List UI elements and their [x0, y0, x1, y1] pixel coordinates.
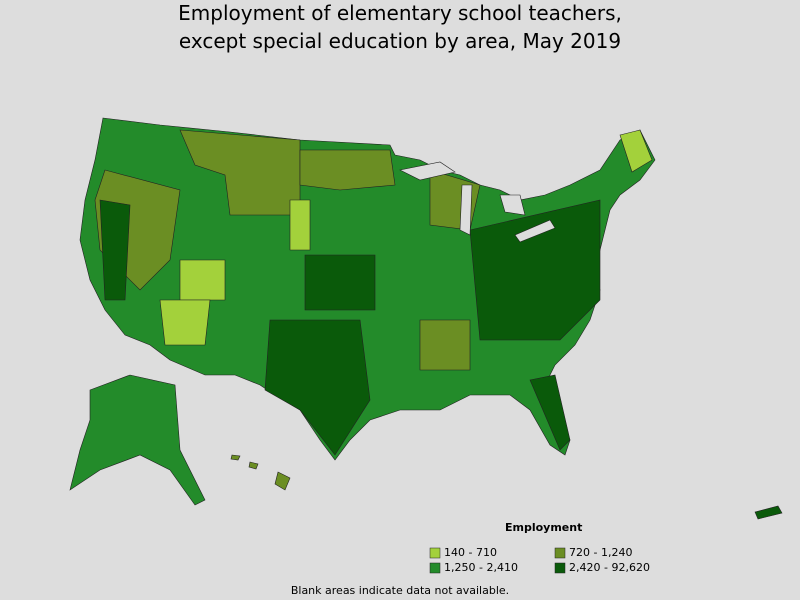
map [69, 117, 783, 520]
map-region [419, 319, 471, 371]
map-region [179, 259, 226, 301]
legend-swatch [429, 547, 441, 559]
title-line: except special education by area, May 20… [179, 29, 621, 53]
map-region [619, 129, 653, 173]
legend-swatch [429, 562, 441, 574]
map-region [230, 454, 241, 461]
legend-swatch [554, 562, 566, 574]
map-region [159, 299, 211, 346]
map-region [289, 199, 311, 251]
map-region [264, 319, 371, 456]
legend-swatch [554, 547, 566, 559]
legend-title: Employment [505, 521, 582, 534]
map-region [754, 505, 783, 520]
map-region [529, 374, 571, 451]
lake [399, 161, 456, 181]
lake [499, 194, 526, 216]
map-region [179, 129, 301, 216]
footnote: Blank areas indicate data not available. [291, 584, 509, 597]
legend-label: 720 - 1,240 [569, 546, 632, 559]
map-region [304, 254, 376, 311]
lake [514, 219, 556, 243]
map-region [248, 461, 259, 470]
map-region [469, 199, 601, 341]
legend-label: 2,420 - 92,620 [569, 561, 650, 574]
legend: 140 - 710 720 - 1,240 1,250 - 2,410 2,420 -… [429, 546, 650, 574]
title-line: Employment of elementary school teachers… [178, 1, 622, 25]
map-region [299, 149, 396, 191]
lake [459, 184, 473, 236]
map-region [99, 199, 131, 301]
legend-label: 140 - 710 [444, 546, 497, 559]
map-region [69, 374, 206, 506]
map-region [274, 471, 291, 491]
legend-label: 1,250 - 2,410 [444, 561, 518, 574]
